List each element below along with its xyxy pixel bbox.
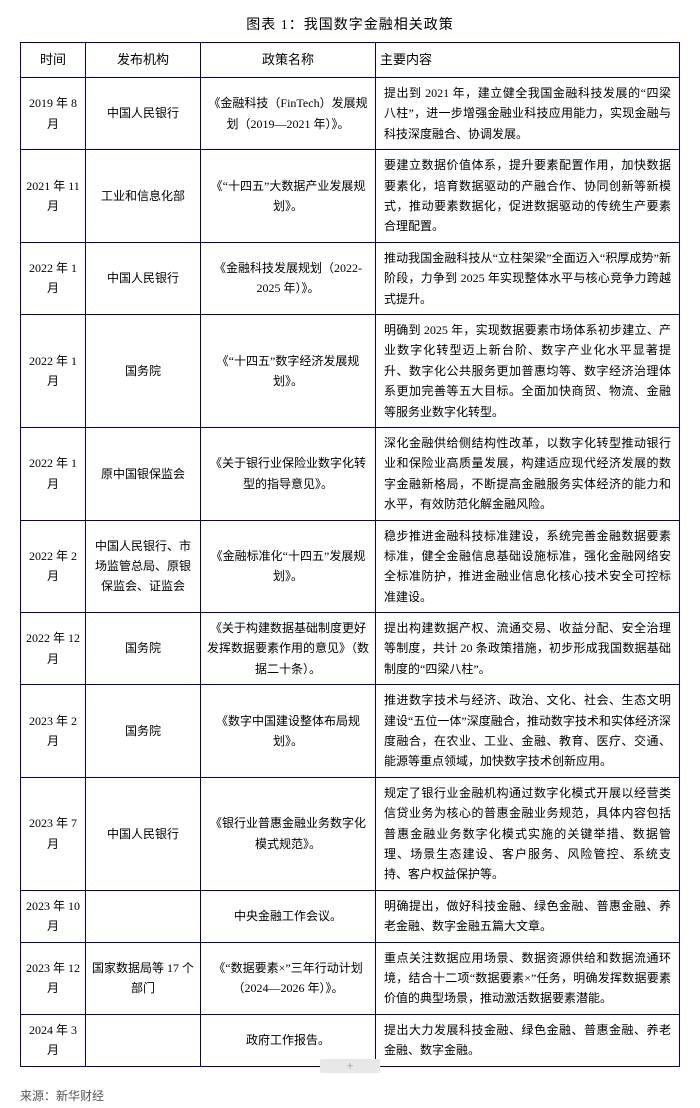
cell-time: 2023 年 10 月	[21, 890, 86, 942]
col-header-org: 发布机构	[86, 43, 201, 78]
cell-content: 提出到 2021 年，建立健全我国金融科技发展的“四梁八柱”，进一步增强金融业科…	[376, 78, 680, 150]
cell-policy: 《“数据要素×”三年行动计划（2024—2026 年）》。	[201, 942, 376, 1014]
table-row: 2022 年 2 月中国人民银行、市场监管总局、原银保监会、证监会《金融标准化“…	[21, 520, 680, 613]
cell-org	[86, 890, 201, 942]
cell-content: 规定了银行业金融机构通过数字化模式开展以经营类信贷业务为核心的普惠金融业务规范，…	[376, 777, 680, 890]
cell-time: 2019 年 8 月	[21, 78, 86, 150]
cell-time: 2022 年 1 月	[21, 242, 86, 314]
cell-policy: 《关于构建数据基础制度更好发挥数据要素作用的意见》（数据二十条）。	[201, 613, 376, 685]
cell-time: 2024 年 3 月	[21, 1014, 86, 1066]
cell-time: 2023 年 2 月	[21, 685, 86, 778]
cell-time: 2021 年 11 月	[21, 150, 86, 243]
cell-content: 提出大力发展科技金融、绿色金融、普惠金融、养老金融、数字金融。	[376, 1014, 680, 1066]
cell-org: 国务院	[86, 685, 201, 778]
cell-time: 2023 年 12 月	[21, 942, 86, 1014]
cell-org: 中国人民银行	[86, 242, 201, 314]
table-row: 2022 年 1 月原中国银保监会《关于银行业保险业数字化转型的指导意见》。深化…	[21, 427, 680, 520]
col-header-time: 时间	[21, 43, 86, 78]
cell-content: 重点关注数据应用场景、数据资源供给和数据流通环境，结合十二项“数据要素×”任务，…	[376, 942, 680, 1014]
cell-org	[86, 1014, 201, 1066]
col-header-policy: 政策名称	[201, 43, 376, 78]
cell-policy: 《金融标准化“十四五”发展规划》。	[201, 520, 376, 613]
table-row: 2023 年 7 月中国人民银行《银行业普惠金融业务数字化模式规范》。规定了银行…	[21, 777, 680, 890]
plus-icon: +	[320, 1059, 380, 1073]
cell-time: 2023 年 7 月	[21, 777, 86, 890]
table-row: 2023 年 10 月 中央金融工作会议。明确提出，做好科技金融、绿色金融、普惠金…	[21, 890, 680, 942]
cell-policy: 《银行业普惠金融业务数字化模式规范》。	[201, 777, 376, 890]
cell-policy: 《金融科技发展规划（2022-2025 年）》。	[201, 242, 376, 314]
cell-policy: 《金融科技（FinTech）发展规划（2019—2021 年）》。	[201, 78, 376, 150]
cell-org: 国务院	[86, 613, 201, 685]
cell-policy: 《“十四五”数字经济发展规划》。	[201, 315, 376, 428]
cell-org: 国务院	[86, 315, 201, 428]
source-text: 来源：新华财经	[20, 1081, 680, 1104]
cell-org: 中国人民银行、市场监管总局、原银保监会、证监会	[86, 520, 201, 613]
policy-table: 时间 发布机构 政策名称 主要内容 2019 年 8 月中国人民银行《金融科技（…	[20, 42, 680, 1067]
table-row: 2021 年 11 月工业和信息化部《“十四五”大数据产业发展规划》。要建立数据…	[21, 150, 680, 243]
table-row: 2022 年 12 月国务院《关于构建数据基础制度更好发挥数据要素作用的意见》（…	[21, 613, 680, 685]
header-row: 时间 发布机构 政策名称 主要内容	[21, 43, 680, 78]
cell-content: 要建立数据价值体系，提升要素配置作用，加快数据要素化，培育数据驱动的产融合作、协…	[376, 150, 680, 243]
table-row: 2022 年 1 月中国人民银行《金融科技发展规划（2022-2025 年）》。…	[21, 242, 680, 314]
cell-org: 国家数据局等 17 个部门	[86, 942, 201, 1014]
cell-content: 推动我国金融科技从“立柱架梁”全面迈入“积厚成势”新阶段，力争到 2025 年实…	[376, 242, 680, 314]
cell-org: 原中国银保监会	[86, 427, 201, 520]
table-row: 2023 年 2 月国务院《数字中国建设整体布局规划》。推进数字技术与经济、政治…	[21, 685, 680, 778]
cell-org: 中国人民银行	[86, 78, 201, 150]
cell-time: 2022 年 1 月	[21, 315, 86, 428]
cell-policy: 《“十四五”大数据产业发展规划》。	[201, 150, 376, 243]
table-row: 2023 年 12 月国家数据局等 17 个部门《“数据要素×”三年行动计划（2…	[21, 942, 680, 1014]
cell-policy: 中央金融工作会议。	[201, 890, 376, 942]
cell-content: 深化金融供给侧结构性改革，以数字化转型推动银行业和保险业高质量发展，构建适应现代…	[376, 427, 680, 520]
cell-org: 中国人民银行	[86, 777, 201, 890]
cell-content: 明确到 2025 年，实现数据要素市场体系初步建立、产业数字化转型迈上新台阶、数…	[376, 315, 680, 428]
cell-policy: 《关于银行业保险业数字化转型的指导意见》。	[201, 427, 376, 520]
cell-time: 2022 年 12 月	[21, 613, 86, 685]
table-title: 图表 1：我国数字金融相关政策	[20, 8, 680, 42]
cell-content: 明确提出，做好科技金融、绿色金融、普惠金融、养老金融、数字金融五篇大文章。	[376, 890, 680, 942]
table-row: 2022 年 1 月国务院《“十四五”数字经济发展规划》。明确到 2025 年，…	[21, 315, 680, 428]
cell-time: 2022 年 1 月	[21, 427, 86, 520]
cell-policy: 《数字中国建设整体布局规划》。	[201, 685, 376, 778]
cell-content: 提出构建数据产权、流通交易、收益分配、安全治理等制度，共计 20 条政策措施，初…	[376, 613, 680, 685]
table-row: 2019 年 8 月中国人民银行《金融科技（FinTech）发展规划（2019—…	[21, 78, 680, 150]
col-header-content: 主要内容	[376, 43, 680, 78]
cell-content: 稳步推进金融科技标准建设，系统完善金融数据要素标准，健全金融信息基础设施标准，强…	[376, 520, 680, 613]
cell-content: 推进数字技术与经济、政治、文化、社会、生态文明建设“五位一体”深度融合，推动数字…	[376, 685, 680, 778]
cell-org: 工业和信息化部	[86, 150, 201, 243]
cell-time: 2022 年 2 月	[21, 520, 86, 613]
